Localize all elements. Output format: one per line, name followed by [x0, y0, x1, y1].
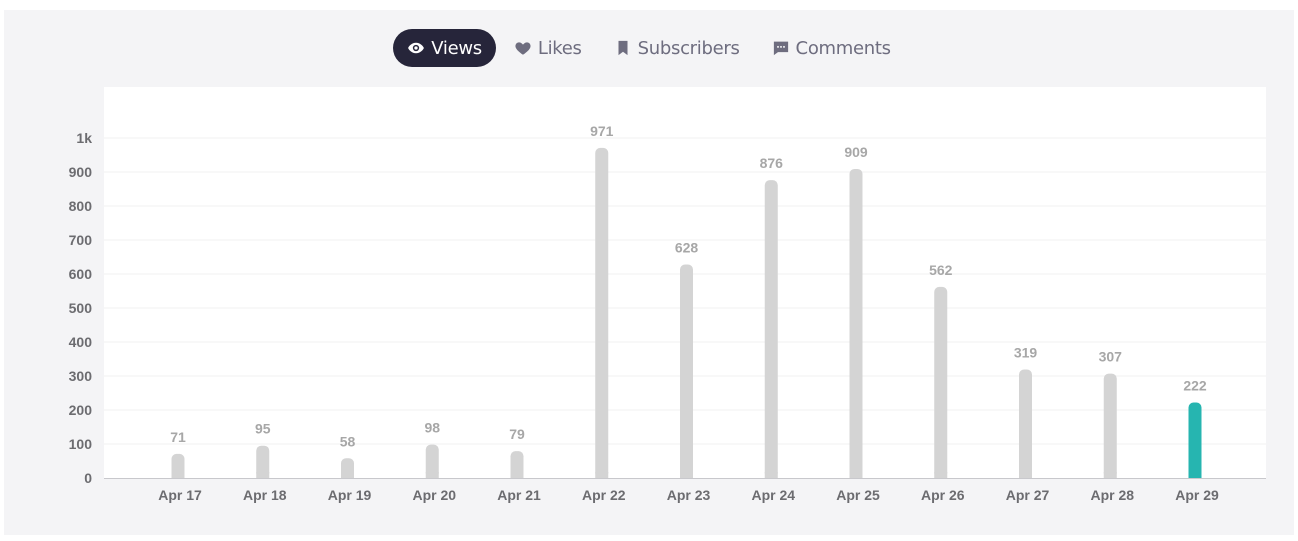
bar-base: [171, 472, 185, 478]
bar: [1019, 369, 1032, 478]
bar-base: [764, 472, 778, 478]
bar: [1103, 373, 1117, 478]
x-tick-label: Apr 19: [328, 487, 372, 503]
bar-base: [934, 472, 948, 478]
data-label: 319: [1014, 345, 1038, 361]
bar: [256, 445, 270, 478]
x-tick-label: Apr 21: [497, 487, 541, 503]
bar-base: [1103, 472, 1117, 478]
x-tick-label: Apr 17: [158, 487, 202, 503]
bar-base: [510, 472, 524, 478]
bar-base: [680, 472, 693, 478]
y-tick-label: 0: [84, 470, 92, 486]
y-tick-label: 500: [69, 300, 93, 316]
x-tick-label: Apr 24: [751, 487, 795, 503]
bar: [595, 147, 609, 479]
data-label: 971: [590, 123, 614, 139]
data-label: 562: [929, 262, 953, 278]
comment-icon: [772, 39, 790, 57]
x-tick-label: Apr 28: [1090, 487, 1134, 503]
data-label: 71: [170, 429, 186, 445]
data-label: 909: [844, 144, 868, 160]
x-tick-label: Apr 25: [836, 487, 880, 503]
tab-likes[interactable]: Likes: [500, 29, 596, 67]
data-label: 876: [760, 155, 784, 171]
bar-base: [595, 472, 609, 478]
bar-base: [1188, 472, 1202, 478]
bar: [934, 286, 948, 478]
tab-subscribers-label: Subscribers: [637, 37, 740, 59]
y-tick-label: 1k: [76, 130, 92, 146]
data-label: 95: [255, 421, 271, 437]
y-tick-label: 200: [69, 402, 93, 418]
bar-base: [425, 472, 439, 478]
bar: [171, 453, 185, 478]
bar-base: [341, 472, 354, 478]
tab-views[interactable]: Views: [393, 29, 496, 67]
x-tick-label: Apr 18: [243, 487, 287, 503]
data-label: 79: [509, 426, 525, 442]
data-label: 222: [1183, 378, 1207, 394]
y-tick-label: 900: [69, 164, 93, 180]
data-label: 98: [424, 420, 440, 436]
bar: [425, 444, 439, 478]
bar: [680, 264, 693, 478]
x-tick-label: Apr 20: [412, 487, 456, 503]
bookmark-icon: [614, 39, 632, 57]
bar-base: [256, 472, 270, 478]
y-tick-label: 800: [69, 198, 93, 214]
bar: [510, 451, 524, 478]
bar: [764, 180, 778, 478]
tab-likes-label: Likes: [537, 37, 582, 59]
x-tick-label: Apr 27: [1006, 487, 1050, 503]
metric-tabs: Views Likes Subscribers Comments: [0, 29, 1298, 67]
x-tick-label: Apr 22: [582, 487, 626, 503]
x-tick-label: Apr 23: [667, 487, 711, 503]
data-label: 628: [675, 239, 699, 255]
y-tick-label: 400: [69, 334, 93, 350]
tab-views-label: Views: [431, 37, 482, 59]
y-tick-label: 100: [69, 436, 93, 452]
data-label: 307: [1099, 349, 1123, 365]
tab-subscribers[interactable]: Subscribers: [600, 29, 754, 67]
y-tick-label: 600: [69, 266, 93, 282]
bar: [1188, 402, 1202, 478]
x-tick-label: Apr 26: [921, 487, 965, 503]
eye-icon: [407, 39, 425, 57]
y-tick-label: 700: [69, 232, 93, 248]
y-tick-label: 300: [69, 368, 93, 384]
x-tick-label: Apr 29: [1175, 487, 1219, 503]
bar: [849, 168, 863, 478]
tab-comments[interactable]: Comments: [758, 29, 905, 67]
bar-base: [849, 472, 863, 478]
data-label: 58: [340, 433, 356, 449]
tab-comments-label: Comments: [795, 37, 891, 59]
bar-base: [1019, 472, 1032, 478]
heart-icon: [514, 39, 532, 57]
